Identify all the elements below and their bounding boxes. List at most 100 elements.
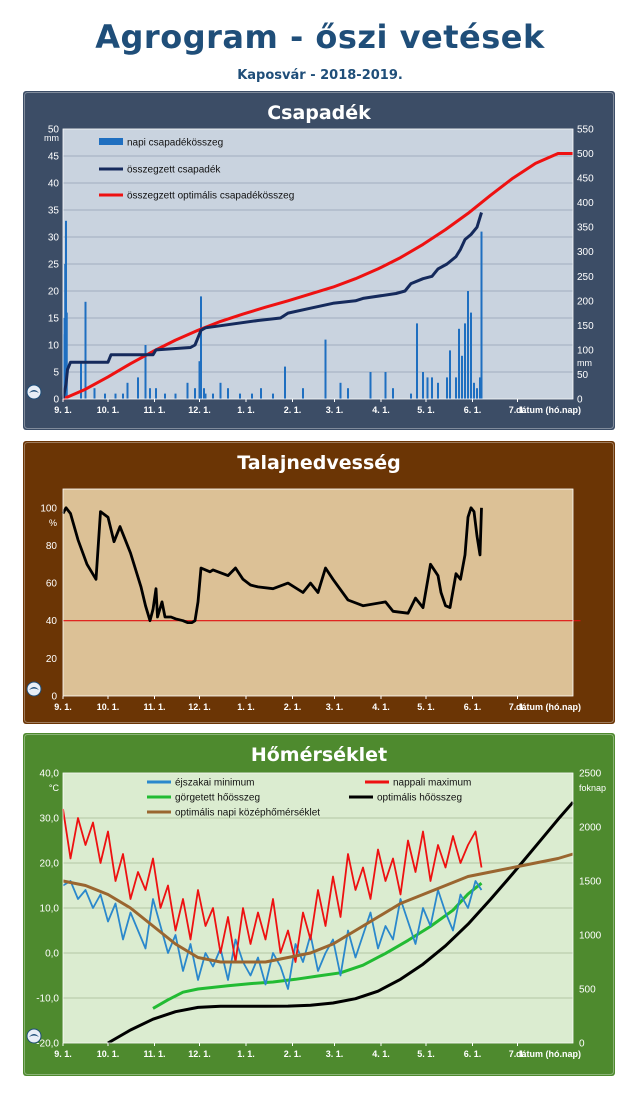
precip-bar xyxy=(410,393,412,399)
plot-border xyxy=(62,772,574,1044)
x-tick-label: 10. 1. xyxy=(97,702,120,712)
y-tick-label-right: 250 xyxy=(577,272,594,283)
x-tick-label: 11. 1. xyxy=(143,702,165,712)
precip-bar xyxy=(449,350,451,399)
soil-moisture-line xyxy=(61,506,483,625)
night-min-line xyxy=(62,880,483,990)
x-tick-label: 4. 1. xyxy=(372,702,390,712)
x-tick-label: 6. 1. xyxy=(464,702,482,712)
panel-border xyxy=(24,734,614,1075)
precip-bar xyxy=(204,393,207,399)
precip-bar xyxy=(239,393,241,399)
y-tick-label-left: 15 xyxy=(48,314,60,325)
temperature-panel: Hőmérséklet -20,0 -10,0 0,0 10,0 20,0 30,0 40,0… xyxy=(23,733,615,1076)
y-tick-label-right: 450 xyxy=(577,174,594,185)
precipitation-chart: Csapadék05101520253035404550050100150200… xyxy=(23,91,615,430)
x-tick-label: 10. 1. xyxy=(97,405,120,415)
precip-bar xyxy=(284,366,286,399)
y-tick-label-left: 0 xyxy=(53,395,59,406)
y-tick-label-right: 550 xyxy=(577,125,594,136)
x-tick-label: 4. 1. xyxy=(372,405,390,415)
precip-bar xyxy=(437,382,439,399)
y-tick-label-left: 0,0 xyxy=(45,949,59,960)
precip-bar xyxy=(114,393,117,399)
y-tick-label: 100 xyxy=(40,503,57,514)
precip-bar xyxy=(464,323,466,399)
y-tick-label-right: 350 xyxy=(577,223,594,234)
precip-bar xyxy=(149,388,151,399)
x-tick-label: 1. 1. xyxy=(237,1049,255,1059)
precip-bar xyxy=(251,393,253,399)
y-tick-label: 0 xyxy=(51,692,57,703)
precip-bar xyxy=(194,388,196,399)
day-max-line xyxy=(62,808,483,963)
x-tick-label: 3. 1. xyxy=(326,1049,344,1059)
y-tick-label-left: 45 xyxy=(48,152,60,163)
precip-bar xyxy=(260,388,262,399)
y-tick-label-left: 10 xyxy=(48,341,60,352)
x-tick-label: 6. 1. xyxy=(464,405,482,415)
x-tick-label: 1. 1. xyxy=(237,702,255,712)
panel-title: Talajnedvesség xyxy=(237,452,401,474)
legend-cum-precip-label: összegzett csapadék xyxy=(127,165,221,176)
y-tick-label-left: 50 xyxy=(48,125,60,136)
precip-bar xyxy=(65,220,67,399)
y-tick-label-left: 30 xyxy=(48,233,60,244)
precip-bar xyxy=(324,339,327,399)
y-tick-label-left: 40,0 xyxy=(40,769,60,780)
y-tick-label: 40 xyxy=(46,616,58,627)
y-tick-label-left: -20,0 xyxy=(36,1039,59,1050)
y-tick-label-left: -10,0 xyxy=(36,994,59,1005)
plot-border xyxy=(62,128,574,400)
precip-bar xyxy=(122,393,124,399)
x-tick-label: 5. 1. xyxy=(417,405,435,415)
x-tick-label: 7. 1. xyxy=(509,702,527,712)
x-tick-label: 1. 1. xyxy=(237,405,255,415)
precip-bar xyxy=(369,372,372,399)
y-tick-label-left: 25 xyxy=(48,260,60,271)
x-tick-label: 12. 1. xyxy=(188,702,211,712)
y-tick-label: 60 xyxy=(46,579,58,590)
x-tick-label: 5. 1. xyxy=(417,1049,435,1059)
legend-rolling-heat-label: görgetett hőösszeg xyxy=(175,793,260,804)
precip-bar xyxy=(479,377,481,399)
y-tick-label: 80 xyxy=(46,541,58,552)
precip-bar xyxy=(203,388,205,399)
x-tick-label: 3. 1. xyxy=(326,405,344,415)
soil-moisture-panel: Talajnedvesség 0 20 40 60 80 100% 9. 1. 10. 1. 11… xyxy=(23,441,615,724)
y-tick-label-right: 150 xyxy=(577,321,594,332)
x-axis-label: dátum (hó.nap) xyxy=(516,702,581,712)
precip-bar xyxy=(155,388,157,399)
opt-daily-mean-line xyxy=(62,852,574,964)
precip-bar xyxy=(476,388,478,399)
legend-daily-precip-swatch xyxy=(99,138,123,145)
x-tick-label: 6. 1. xyxy=(464,1049,482,1059)
x-tick-label: 2. 1. xyxy=(284,405,302,415)
y-tick-label-left: 35 xyxy=(48,206,60,217)
precip-bar xyxy=(93,388,96,399)
x-tick-label: 2. 1. xyxy=(284,702,302,712)
precip-bar xyxy=(467,291,469,399)
x-tick-label: 12. 1. xyxy=(188,405,211,415)
precip-bar xyxy=(422,372,424,399)
y-tick-label-left: 40 xyxy=(48,179,60,190)
y-tick-label-right: 2500 xyxy=(579,769,602,780)
x-tick-label: 10. 1. xyxy=(97,1049,120,1059)
legend-day-max-label: nappali maximum xyxy=(393,778,471,789)
precip-bar xyxy=(431,377,433,399)
y-axis-label-right: mm xyxy=(577,358,592,368)
panel-border xyxy=(24,92,614,429)
precip-bar xyxy=(455,377,457,399)
y-tick-label-left: 20 xyxy=(48,287,60,298)
y-tick-label: 20 xyxy=(46,654,58,665)
precip-bar xyxy=(84,301,87,399)
legend-opt-daily-mean-label: optimális napi középhőmérséklet xyxy=(175,808,320,819)
y-tick-label-right: 2000 xyxy=(579,823,602,834)
y-tick-label-left: 20,0 xyxy=(40,859,60,870)
precip-bar xyxy=(458,328,460,399)
y-axis-label: % xyxy=(49,518,57,528)
x-tick-label: 5. 1. xyxy=(417,702,435,712)
x-tick-label: 9. 1. xyxy=(54,702,72,712)
precip-bar xyxy=(212,393,214,399)
omsz-logo xyxy=(26,681,42,697)
